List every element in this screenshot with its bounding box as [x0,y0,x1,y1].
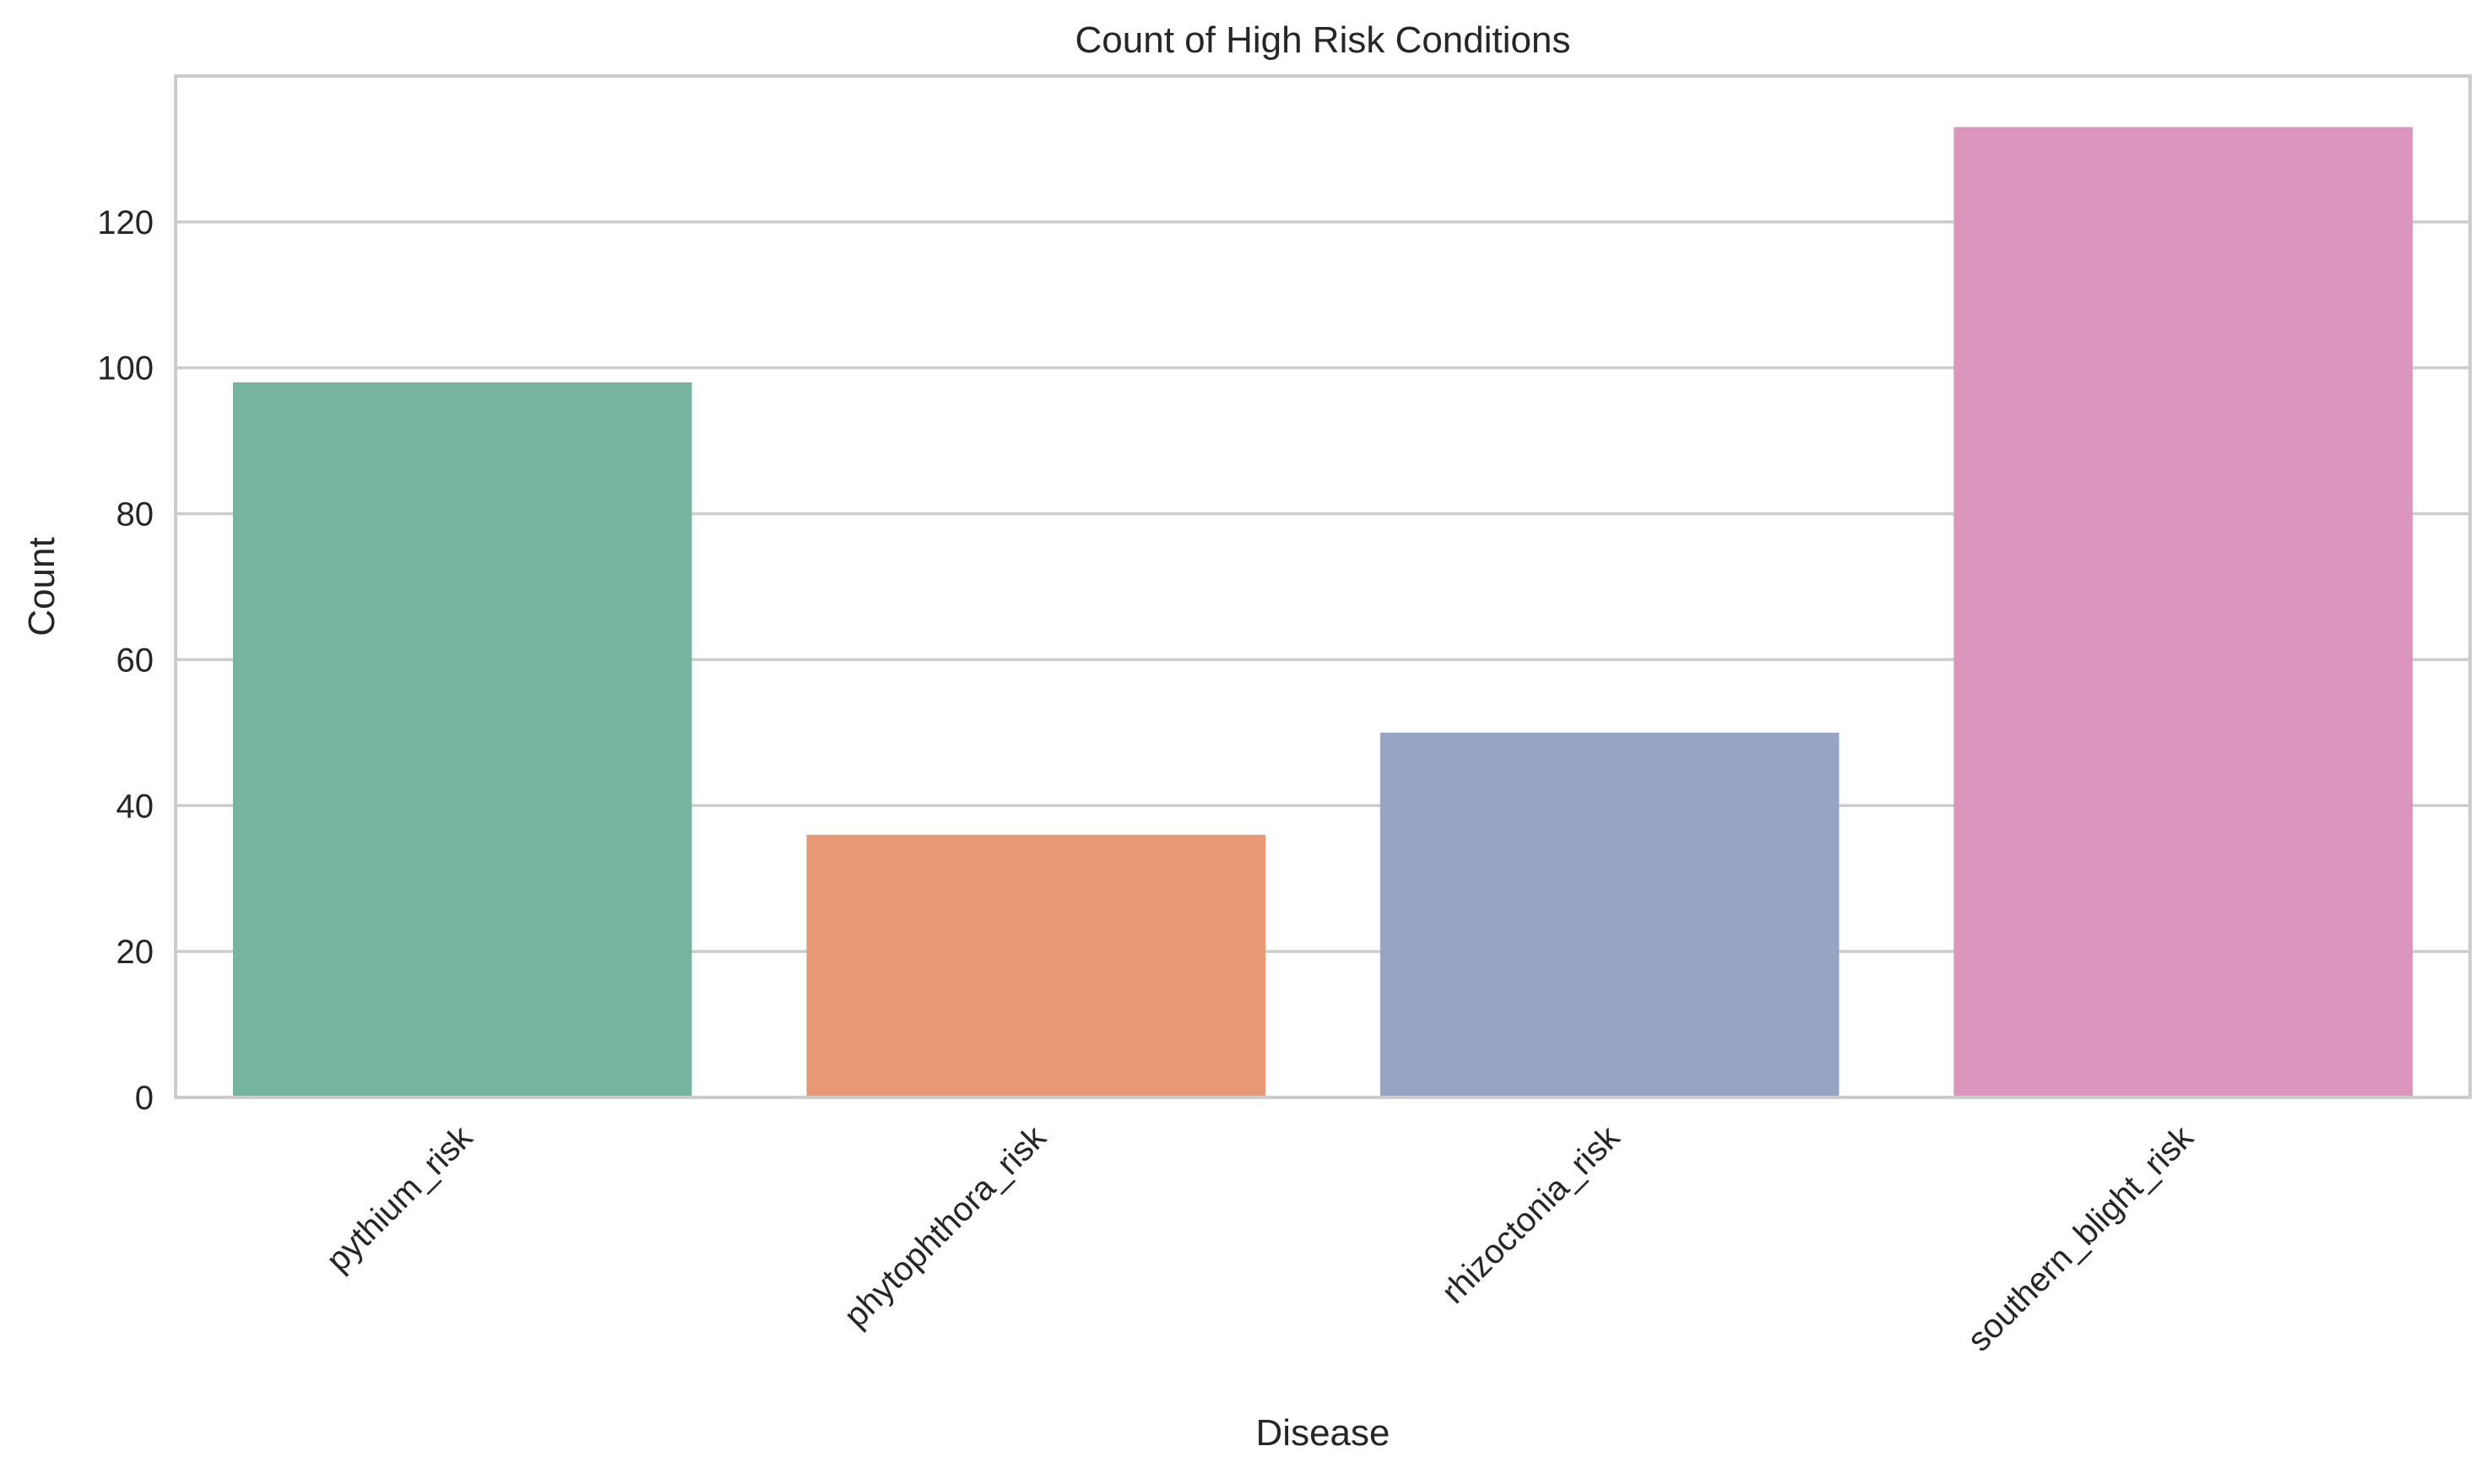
bar-rhizoctonia-risk [1379,732,1839,1097]
y-tick-label: 20 [116,934,154,971]
y-tick-label: 40 [116,788,154,825]
y-tick-label: 60 [116,642,154,679]
x-axis-title: Disease [1256,1412,1390,1454]
y-tick-label: 100 [97,350,154,387]
y-tick-labels: 0 20 40 60 80 100 120 [97,204,154,1117]
y-tick-label: 80 [116,496,154,533]
bar-phytophthora-risk [806,834,1266,1097]
y-axis-title: Count [21,537,62,636]
bars [232,127,2413,1097]
chart-title: Count of High Risk Conditions [1075,19,1571,61]
plot-frame [174,74,2472,1099]
bar-southern-blight-risk [1953,127,2413,1097]
bar-pythium-risk [232,382,692,1097]
y-tick-label: 0 [135,1080,154,1117]
y-tick-label: 120 [97,204,154,241]
